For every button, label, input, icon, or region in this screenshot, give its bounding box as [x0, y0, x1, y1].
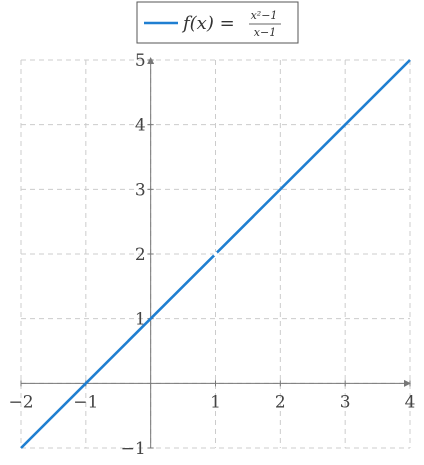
legend-func: f(x) =	[181, 13, 235, 34]
x-tick-label: 1	[210, 392, 221, 412]
y-tick-label: 3	[135, 180, 146, 200]
x-tick-label: −2	[8, 392, 33, 412]
hole-point	[213, 251, 218, 257]
x-tick-label: 2	[275, 392, 286, 412]
legend-numerator: x²−1	[251, 9, 278, 22]
ticks: −2 −1 1 2 3 4 −1 1 2 3 4 5	[8, 51, 415, 459]
legend: f(x) = x²−1 x−1	[136, 1, 299, 44]
legend-denominator: x−1	[254, 26, 276, 39]
x-tick-label: −1	[73, 392, 98, 412]
y-tick-label: 2	[135, 245, 146, 265]
y-tick-label: 1	[135, 310, 146, 330]
x-tick-label: 4	[405, 392, 416, 412]
y-tick-label: −1	[121, 439, 146, 459]
x-tick-label: 3	[340, 392, 351, 412]
y-tick-label: 5	[135, 51, 146, 71]
series	[20, 59, 411, 449]
y-tick-label: 4	[135, 116, 146, 136]
x-axis-arrow	[404, 379, 411, 387]
legend-box	[136, 1, 299, 44]
